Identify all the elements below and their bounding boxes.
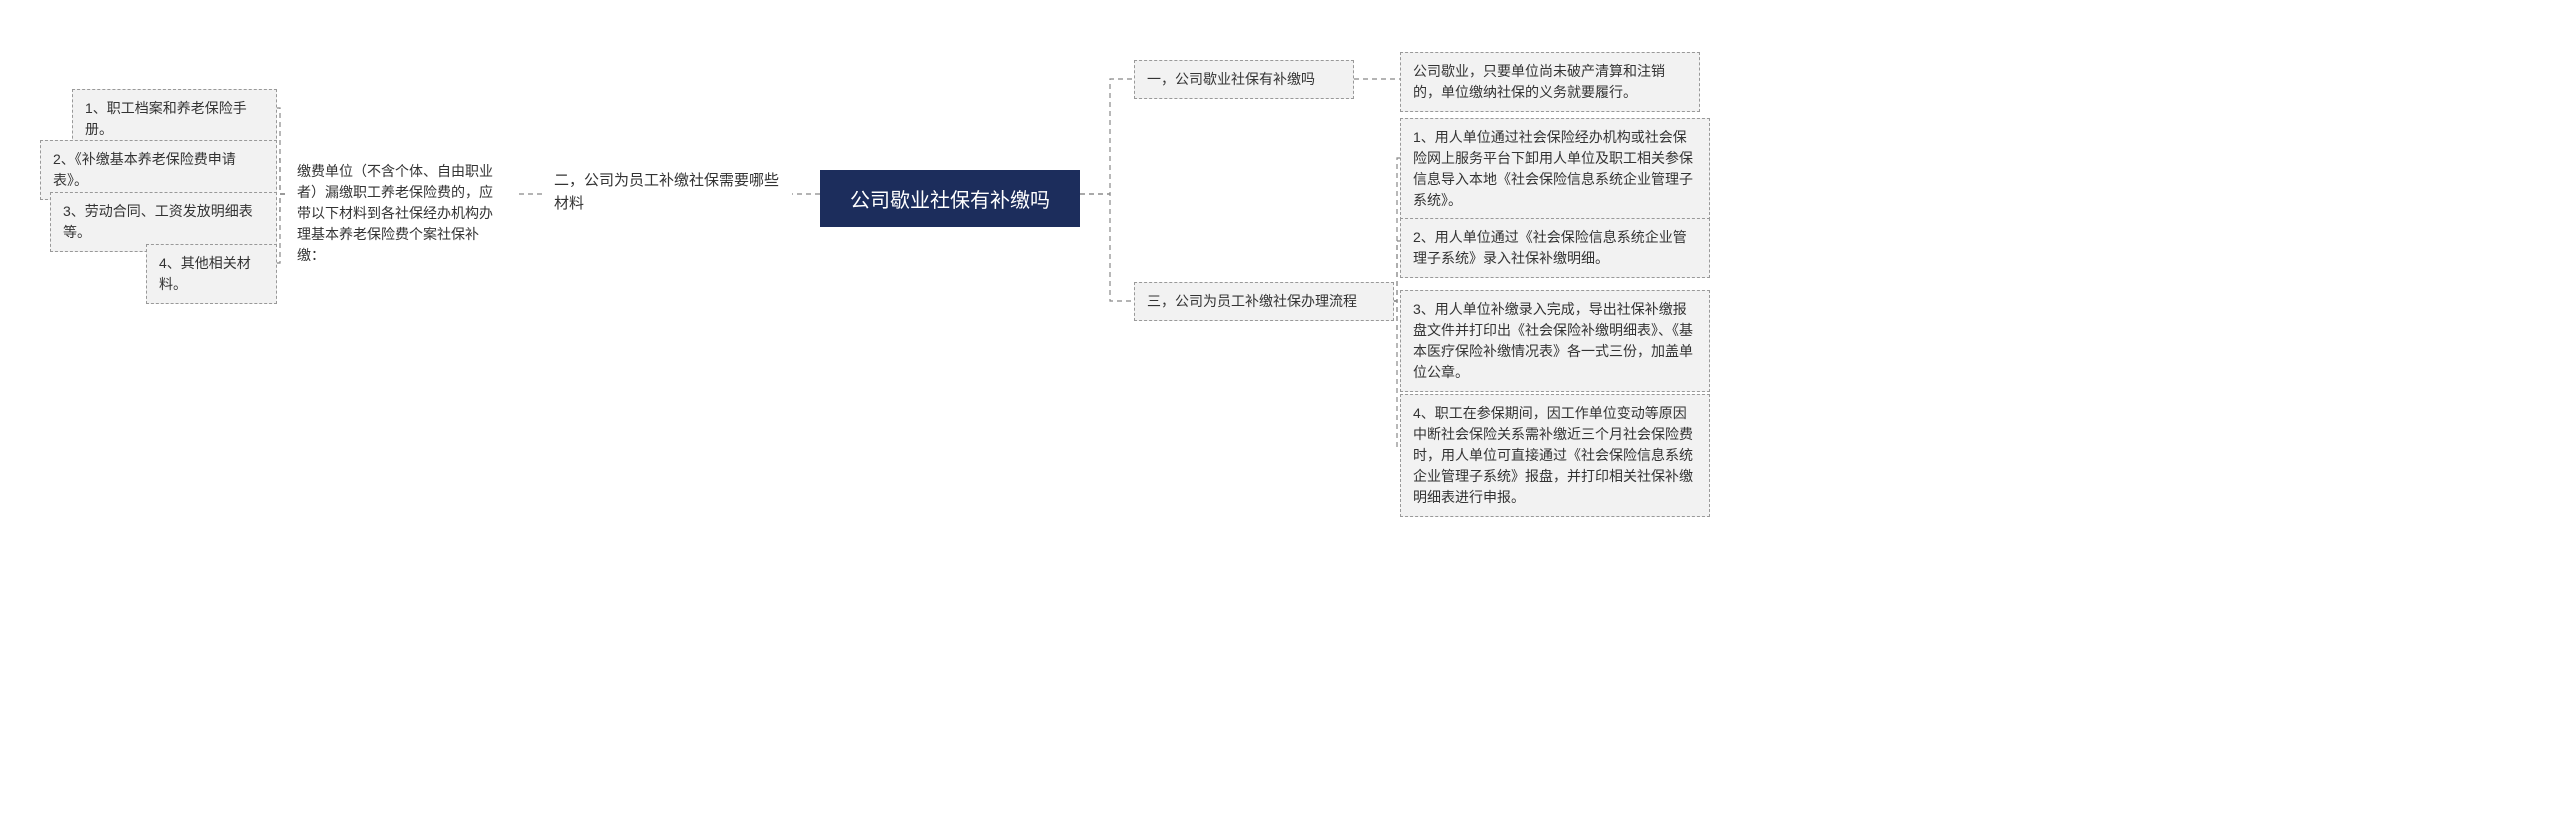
branch-3-child-2-label: 3、用人单位补缴录入完成，导出社保补缴报盘文件并打印出《社会保险补缴明细表》、《…	[1413, 301, 1693, 380]
branch-2-desc-label: 缴费单位（不含个体、自由职业者）漏缴职工养老保险费的，应带以下材料到各社保经办机…	[297, 163, 493, 263]
connectors	[0, 0, 2560, 815]
branch-1: 一，公司歇业社保有补缴吗	[1134, 60, 1354, 99]
leaf-2: 3、劳动合同、工资发放明细表等。	[50, 192, 277, 252]
branch-3-child-3: 4、职工在参保期间，因工作单位变动等原因中断社会保险关系需补缴近三个月社会保险费…	[1400, 394, 1710, 517]
branch-1-child-0-label: 公司歇业，只要单位尚未破产清算和注销的，单位缴纳社保的义务就要履行。	[1413, 63, 1665, 100]
branch-1-child-0: 公司歇业，只要单位尚未破产清算和注销的，单位缴纳社保的义务就要履行。	[1400, 52, 1700, 112]
branch-3-child-0-label: 1、用人单位通过社会保险经办机构或社会保险网上服务平台下卸用人单位及职工相关参保…	[1413, 129, 1693, 208]
branch-3-child-1-label: 2、用人单位通过《社会保险信息系统企业管理子系统》录入社保补缴明细。	[1413, 229, 1687, 266]
branch-3-label: 三，公司为员工补缴社保办理流程	[1147, 293, 1357, 309]
root-label: 公司歇业社保有补缴吗	[850, 190, 1050, 212]
leaf-3: 4、其他相关材料。	[146, 244, 277, 304]
leaf-2-label: 3、劳动合同、工资发放明细表等。	[63, 203, 253, 240]
branch-3: 三，公司为员工补缴社保办理流程	[1134, 282, 1394, 321]
branch-2-desc: 缴费单位（不含个体、自由职业者）漏缴职工养老保险费的，应带以下材料到各社保经办机…	[285, 153, 515, 274]
branch-2: 二，公司为员工补缴社保需要哪些材料	[542, 162, 792, 223]
branch-3-child-3-label: 4、职工在参保期间，因工作单位变动等原因中断社会保险关系需补缴近三个月社会保险费…	[1413, 405, 1693, 505]
leaf-1-label: 2、《补缴基本养老保险费申请表》。	[53, 151, 236, 188]
root-node: 公司歇业社保有补缴吗	[820, 170, 1080, 227]
branch-3-child-1: 2、用人单位通过《社会保险信息系统企业管理子系统》录入社保补缴明细。	[1400, 218, 1710, 278]
branch-3-child-2: 3、用人单位补缴录入完成，导出社保补缴报盘文件并打印出《社会保险补缴明细表》、《…	[1400, 290, 1710, 392]
leaf-1: 2、《补缴基本养老保险费申请表》。	[40, 140, 277, 200]
leaf-3-label: 4、其他相关材料。	[159, 255, 251, 292]
branch-2-label: 二，公司为员工补缴社保需要哪些材料	[554, 172, 779, 212]
branch-3-child-0: 1、用人单位通过社会保险经办机构或社会保险网上服务平台下卸用人单位及职工相关参保…	[1400, 118, 1710, 220]
branch-1-label: 一，公司歇业社保有补缴吗	[1147, 71, 1315, 87]
leaf-0-label: 1、职工档案和养老保险手册。	[85, 100, 247, 137]
